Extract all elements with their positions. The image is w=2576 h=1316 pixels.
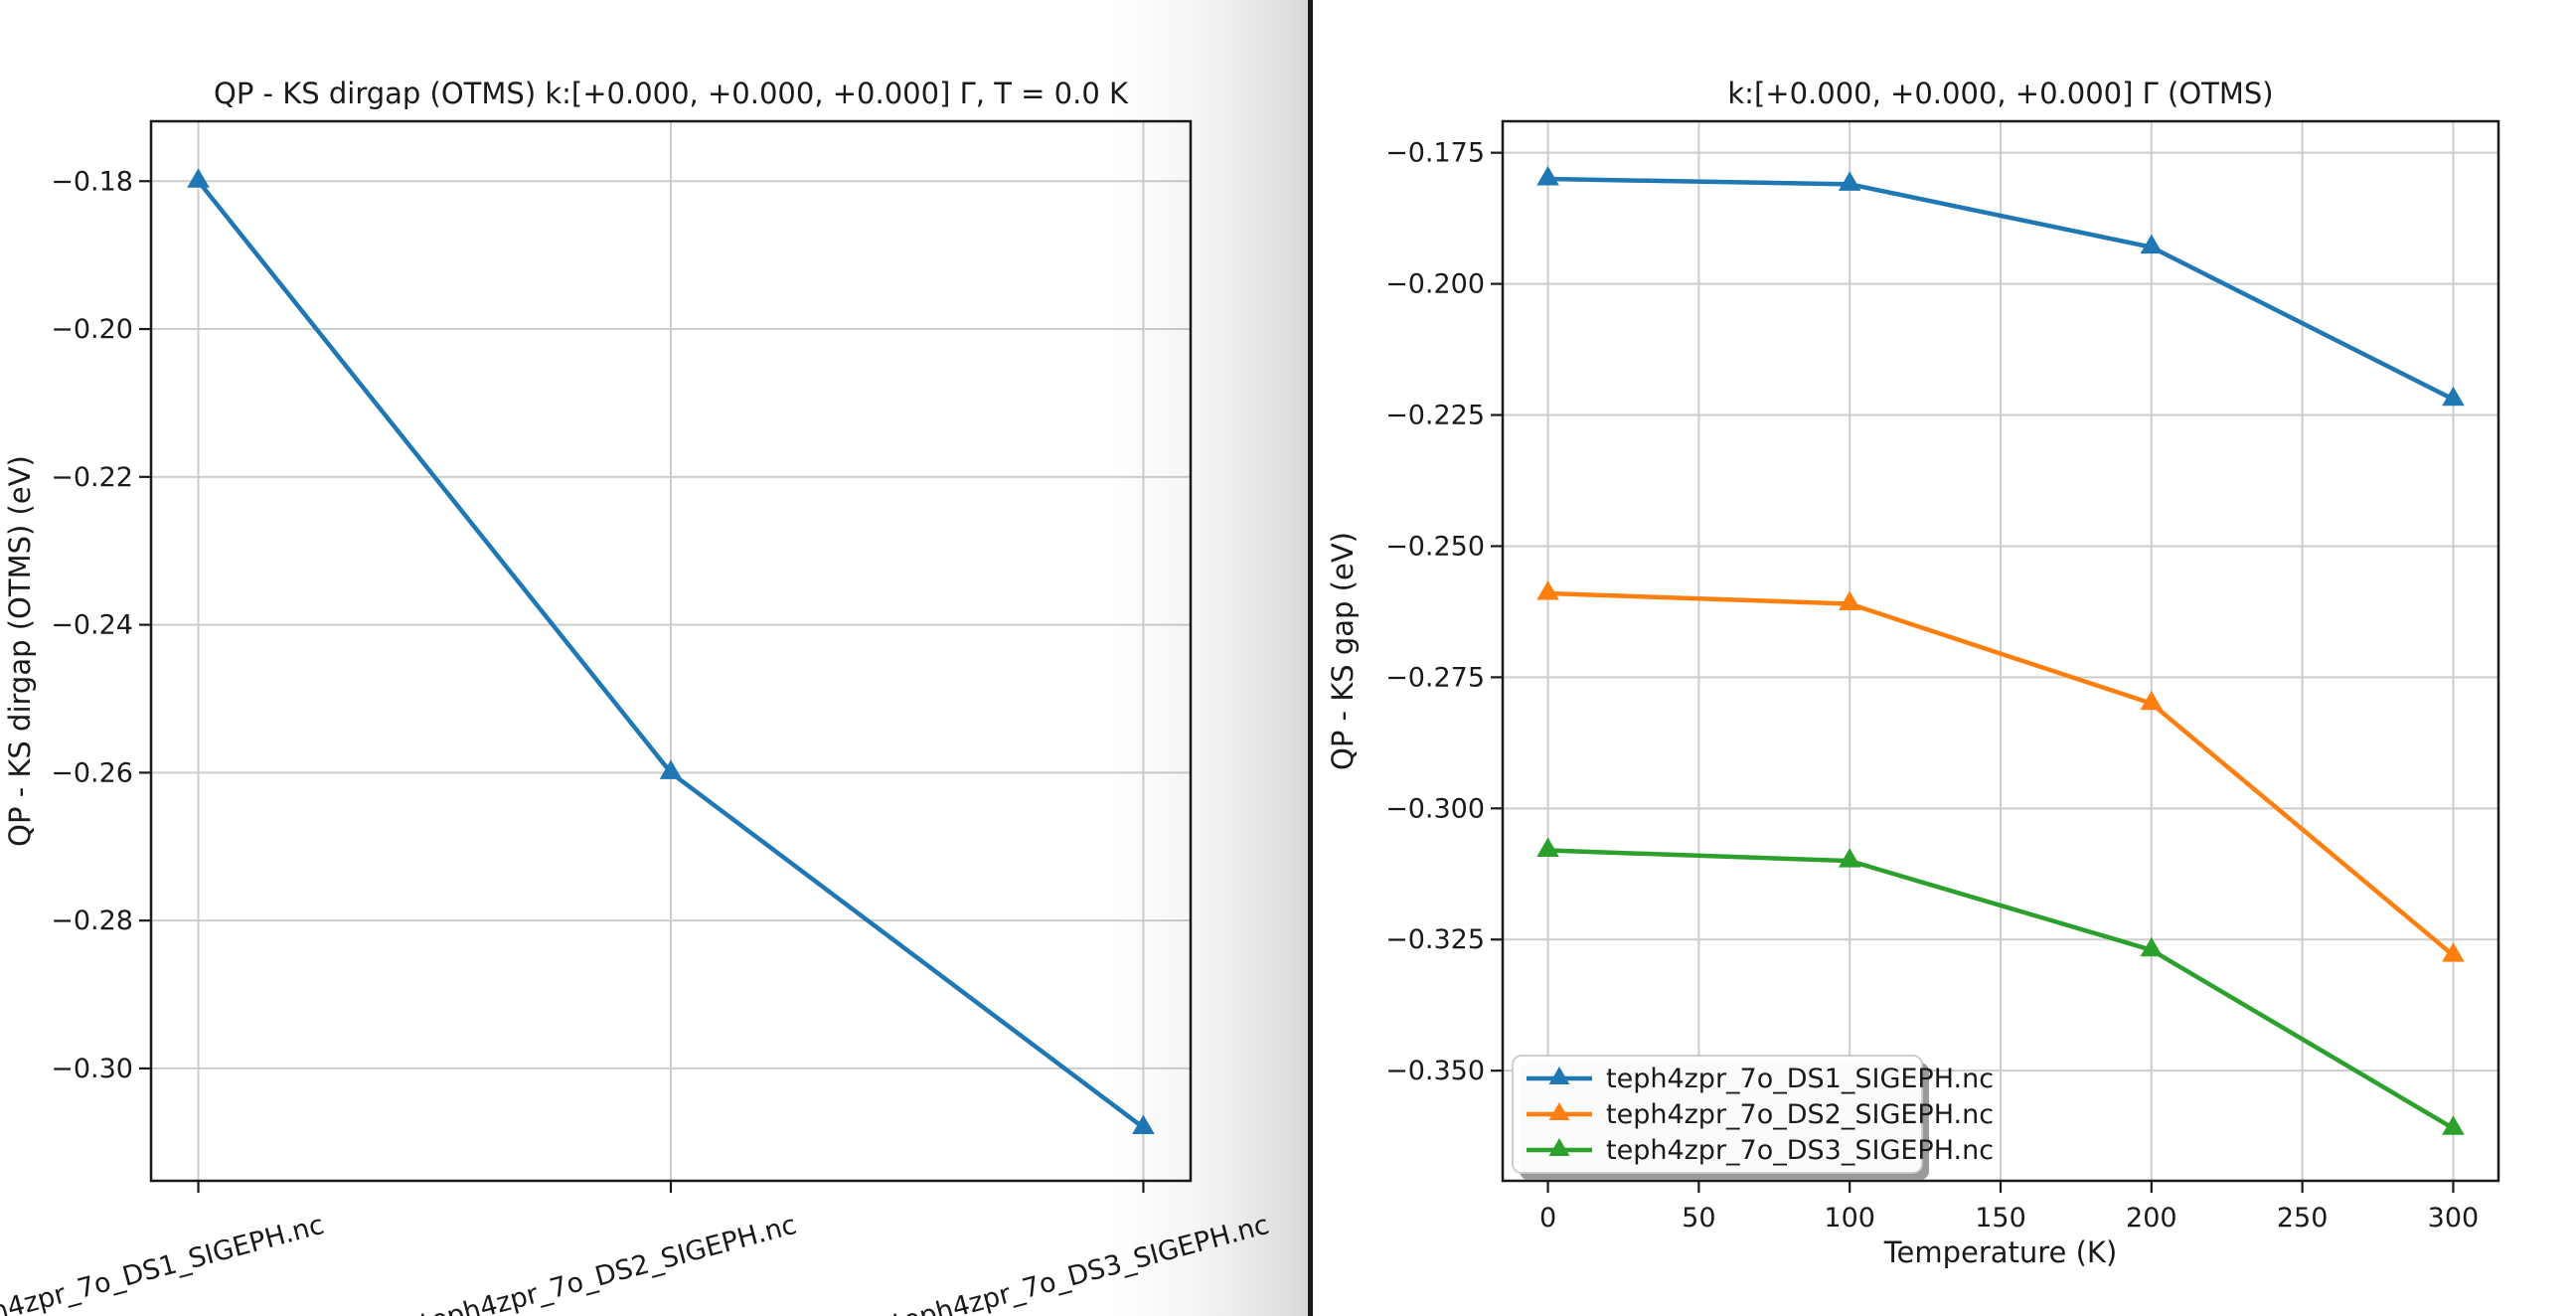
triangle-marker: [2442, 1115, 2465, 1135]
y-tick-label: −0.200: [1385, 269, 1485, 300]
legend-marker: [1548, 1138, 1570, 1156]
triangle-marker: [659, 759, 683, 779]
y-tick-label: −0.28: [51, 905, 133, 936]
y-tick-label: −0.22: [51, 462, 133, 493]
pane-divider: [1308, 0, 1313, 1316]
y-tick-label: −0.350: [1385, 1056, 1485, 1086]
legend-label: teph4zpr_7o_DS3_SIGEPH.nc: [1606, 1135, 1994, 1166]
triangle-marker: [2442, 386, 2465, 407]
triangle-marker: [1536, 166, 1559, 186]
legend-box: [1512, 1055, 1923, 1174]
legend-marker: [1548, 1067, 1570, 1084]
x-category-label: teph4zpr_7o_DS3_SIGEPH.nc: [889, 1210, 1272, 1316]
x-tick-label: 50: [1682, 1203, 1715, 1234]
triangle-marker: [1838, 590, 1861, 611]
x-tick-label: 100: [1824, 1203, 1875, 1234]
legend: teph4zpr_7o_DS1_SIGEPH.nc teph4zpr_7o_DS2…: [1512, 1055, 1994, 1180]
triangle-marker: [2140, 690, 2164, 711]
left-figure-pane: teph4zpr_7o_DS1_SIGEPH.nc teph4zpr_7o_DS2…: [0, 0, 1308, 1316]
series-line-2: [1547, 590, 2455, 957]
chart-title: QP - KS dirgap (OTMS) k:[+0.000, +0.000,…: [214, 77, 1129, 110]
y-tick-label: −0.325: [1385, 924, 1485, 955]
triangle-marker: [1536, 837, 1559, 858]
y-tick-label: −0.175: [1385, 138, 1485, 169]
triangle-marker: [2140, 936, 2164, 957]
y-tick-label: −0.300: [1385, 793, 1485, 824]
legend-label: teph4zpr_7o_DS1_SIGEPH.nc: [1606, 1064, 1994, 1094]
left-chart: teph4zpr_7o_DS1_SIGEPH.nc teph4zpr_7o_DS2…: [0, 77, 1272, 1316]
y-tick-label: −0.20: [51, 314, 133, 345]
right-figure-pane: 0 50 100 150 200 250 300 −0.175 −0.200 −0.225 −0.2…: [1313, 0, 2576, 1316]
y-tick-label: −0.26: [51, 757, 133, 788]
x-tick-label: 250: [2277, 1203, 2329, 1234]
series-line-1: [1547, 176, 2455, 402]
y-tick-label: −0.275: [1385, 662, 1485, 693]
x-category-label: teph4zpr_7o_DS1_SIGEPH.nc: [0, 1210, 327, 1316]
y-axis-label: QP - KS dirgap (OTMS) (eV): [3, 455, 37, 847]
chart-title: k:[+0.000, +0.000, +0.000] Γ (OTMS): [1727, 77, 2273, 110]
triangle-marker: [1838, 848, 1861, 868]
right-chart: 0 50 100 150 200 250 300 −0.175 −0.200 −0.225 −0.2…: [1326, 77, 2500, 1269]
legend-label: teph4zpr_7o_DS2_SIGEPH.nc: [1606, 1099, 1994, 1130]
triangle-marker: [1132, 1114, 1155, 1134]
y-tick-label: −0.250: [1385, 531, 1485, 562]
y-tick-label: −0.30: [51, 1054, 133, 1084]
y-tick-label: −0.18: [51, 166, 133, 197]
x-tick-label: 150: [1975, 1203, 2026, 1234]
y-tick-label: −0.24: [51, 610, 133, 641]
triangle-marker: [187, 168, 210, 188]
legend-marker: [1548, 1102, 1570, 1120]
x-category-label: teph4zpr_7o_DS2_SIGEPH.nc: [417, 1210, 800, 1316]
x-axis-label: Temperature (K): [1883, 1235, 2118, 1269]
y-tick-label: −0.225: [1385, 401, 1485, 431]
x-tick-label: 0: [1539, 1203, 1556, 1234]
triangle-marker: [2140, 234, 2164, 254]
y-axis-label: QP - KS gap (eV): [1326, 532, 1360, 770]
x-tick-label: 300: [2428, 1203, 2480, 1234]
series-line-3: [1547, 848, 2455, 1131]
triangle-marker: [2442, 942, 2465, 962]
triangle-marker: [1536, 579, 1559, 600]
triangle-marker: [1838, 171, 1861, 191]
x-tick-label: 200: [2126, 1203, 2177, 1234]
